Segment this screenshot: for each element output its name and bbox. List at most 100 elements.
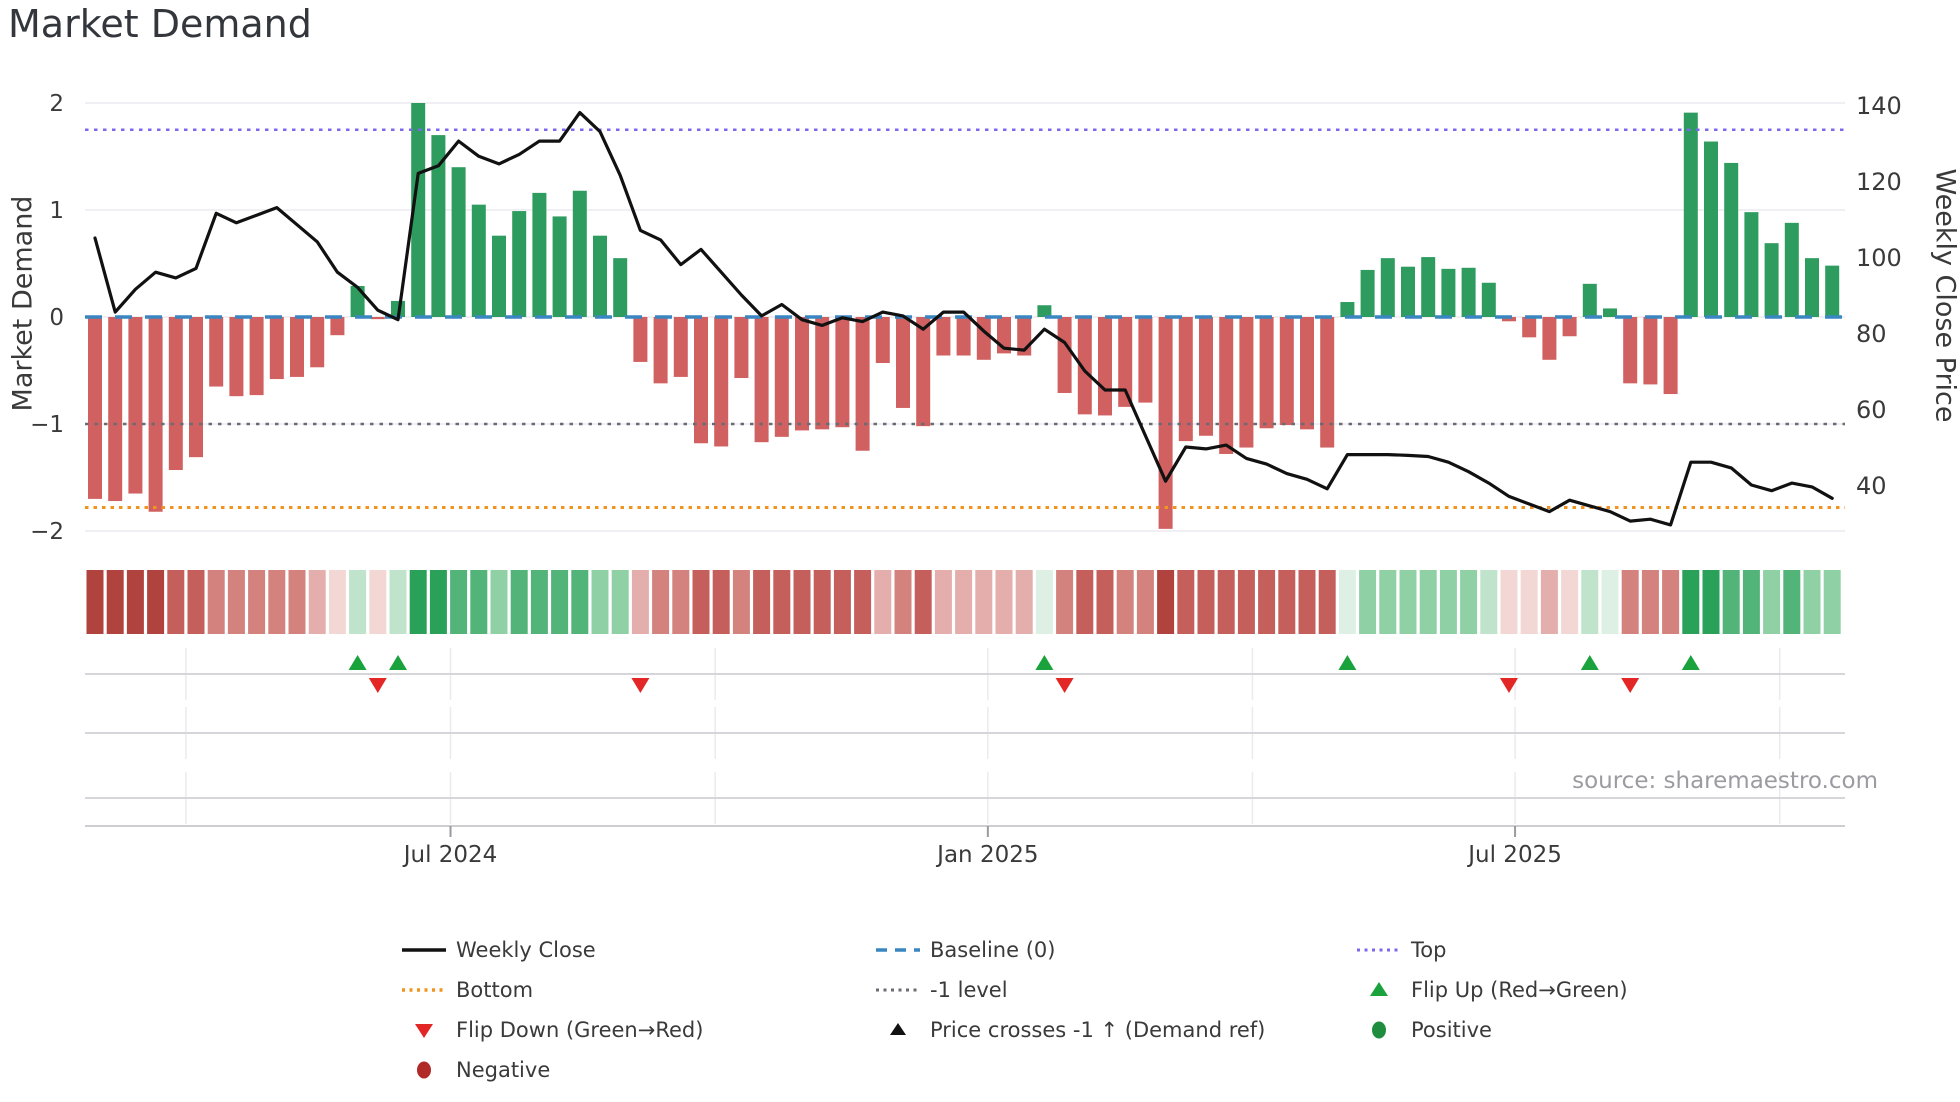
heat-cell: [1258, 570, 1276, 634]
legend-column: Baseline (0) -1 level Price crosses -1 ↑ (…: [872, 930, 1265, 1050]
demand-bar-positive: [1744, 212, 1759, 317]
demand-bar-positive: [1825, 265, 1840, 317]
legend-item-label: Flip Down (Green→Red): [456, 1018, 704, 1042]
demand-bar-negative: [936, 317, 951, 356]
heat-cell: [1318, 570, 1336, 634]
heat-cell: [571, 570, 589, 634]
demand-bar-negative: [1643, 317, 1658, 385]
heat-cell: [1722, 570, 1740, 634]
flip-up-triangle: [348, 655, 367, 670]
heat-cell: [854, 570, 872, 634]
heat-cell: [773, 570, 791, 634]
heat-cell: [1157, 570, 1175, 634]
heat-cell: [530, 570, 548, 634]
heat-cell: [732, 570, 750, 634]
dot-purple-icon: [1357, 948, 1401, 952]
heat-cell: [470, 570, 488, 634]
heat-cell: [1540, 570, 1558, 634]
demand-bar-negative: [269, 317, 284, 380]
demand-bar-negative: [1663, 317, 1678, 395]
demand-bar-negative: [148, 317, 163, 512]
demand-bar-negative: [1259, 317, 1274, 429]
demand-bar-positive: [593, 235, 607, 317]
heat-cell: [672, 570, 690, 634]
demand-bar-positive: [1683, 112, 1698, 317]
demand-bar-negative: [855, 317, 870, 451]
flip-down-triangle: [1500, 678, 1518, 693]
demand-bar-positive: [1421, 257, 1436, 317]
heat-cell: [652, 570, 670, 634]
heat-cell: [874, 570, 892, 634]
heat-cell: [288, 570, 306, 634]
heat-cell: [1197, 570, 1215, 634]
heat-cell: [1561, 570, 1579, 634]
heat-cell: [1338, 570, 1356, 634]
demand-bar-negative: [168, 317, 183, 471]
heat-cell: [551, 570, 569, 634]
svg-text:0: 0: [49, 305, 64, 331]
heat-cell: [894, 570, 912, 634]
heat-cell: [207, 570, 225, 634]
left-axis-tick-labels: 2 1 0 −1 −2: [30, 91, 64, 545]
x-axis: Jul 2024 Jan 2025 Jul 2025: [85, 825, 1845, 868]
demand-bar-positive: [1481, 282, 1496, 317]
legend-item-label: Top: [1411, 938, 1447, 962]
line-black-icon: [402, 948, 446, 952]
demand-bar-negative: [694, 317, 708, 444]
demand-bar-negative: [734, 317, 749, 378]
heat-cell: [1096, 570, 1114, 634]
heat-cell: [1803, 570, 1821, 634]
demand-bar-negative: [976, 317, 991, 360]
legend-item-label: Baseline (0): [930, 938, 1056, 962]
demand-bar-negative: [330, 317, 345, 336]
heat-cell: [833, 570, 851, 634]
flip-up-triangle: [1338, 655, 1357, 670]
heat-cell: [1460, 570, 1478, 634]
demand-bar-positive: [471, 204, 486, 317]
demand-bar-negative: [1542, 317, 1557, 360]
demand-bar-positive: [1784, 222, 1799, 317]
svg-text:80: 80: [1856, 320, 1887, 348]
demand-bar-positive: [1401, 266, 1415, 317]
demand-bar-negative: [249, 317, 264, 396]
demand-bar-negative: [370, 317, 385, 320]
demand-bar-positive: [512, 211, 527, 317]
legend-item: Price crosses -1 ↑ (Demand ref): [872, 1010, 1265, 1050]
demand-bar-negative: [835, 317, 850, 428]
tri-up-black-icon: [890, 1023, 906, 1035]
demand-bar-negative: [1279, 317, 1294, 426]
demand-bar-positive: [1764, 243, 1779, 317]
legend-item-label: Positive: [1411, 1018, 1492, 1042]
heat-cell: [328, 570, 346, 634]
heat-cell: [793, 570, 811, 634]
demand-bar-negative: [88, 317, 102, 499]
demand-bar-negative: [754, 317, 769, 443]
heat-cell: [1015, 570, 1033, 634]
demand-bar-negative: [1199, 317, 1213, 436]
heat-cell: [1763, 570, 1781, 634]
heat-cell: [409, 570, 427, 634]
heat-cell: [1641, 570, 1659, 634]
demand-bar-negative: [290, 317, 304, 377]
svg-text:1: 1: [49, 198, 64, 224]
demand-bar-positive: [1603, 308, 1617, 317]
svg-text:−2: −2: [30, 519, 64, 545]
source-attribution: source: sharemaestro.com: [1572, 768, 1878, 794]
demand-bar-negative: [1219, 317, 1234, 454]
heat-cell: [1682, 570, 1700, 634]
heat-cell: [1500, 570, 1518, 634]
flip-up-markers: [348, 655, 1700, 670]
heat-cell: [934, 570, 952, 634]
heat-cell: [510, 570, 528, 634]
weekly-close-line: [93, 110, 1834, 527]
demand-bar-negative: [896, 317, 910, 408]
demand-bar-negative: [1320, 317, 1335, 448]
demand-bar-positive: [552, 216, 567, 317]
svg-text:120: 120: [1856, 168, 1902, 196]
demand-bar-positive: [572, 190, 587, 317]
legend-item: Bottom: [398, 970, 703, 1010]
heat-cell: [1783, 570, 1801, 634]
heat-cell: [1035, 570, 1053, 634]
